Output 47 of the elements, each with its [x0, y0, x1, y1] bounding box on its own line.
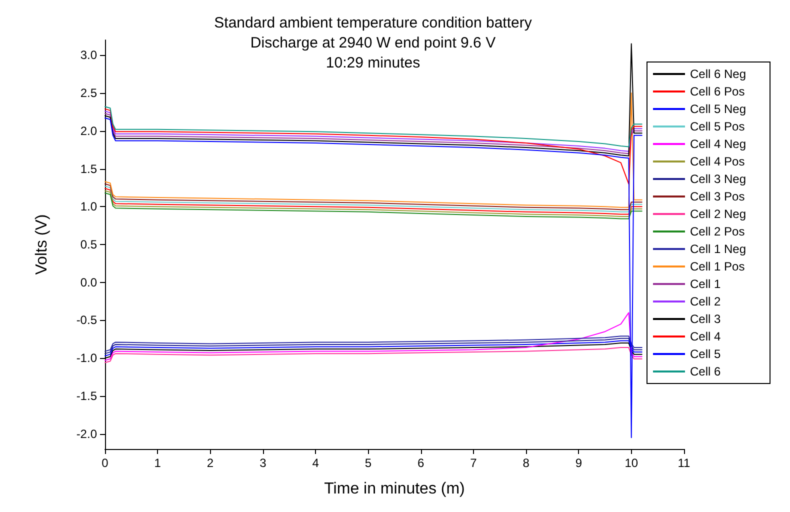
x-tick-label: 11 — [678, 456, 691, 470]
x-tick-label: 6 — [417, 456, 424, 470]
y-tick-label: -1.0 — [76, 351, 98, 366]
x-tick-label: 0 — [102, 456, 109, 470]
x-tick-label: 10 — [624, 456, 638, 470]
line-series — [104, 347, 642, 364]
chart-title: Standard ambient temperature condition battery Discharge at 2940 W end point 9.6 V 10:29 minutes — [214, 14, 532, 72]
legend-label: Cell 1 Pos — [690, 260, 745, 274]
x-tick-label: 2 — [206, 456, 214, 470]
legend-label: Cell 3 Neg — [690, 172, 746, 186]
y-tick-label: 0.5 — [80, 238, 98, 252]
legend-label: Cell 3 Pos — [690, 190, 745, 204]
x-tick-label: 9 — [575, 456, 582, 470]
legend-label: Cell 4 Pos — [690, 154, 745, 168]
legend-label: Cell 2 — [690, 294, 722, 308]
x-tick-label: 3 — [260, 456, 267, 470]
legend-label: Cell 1 Neg — [690, 242, 746, 256]
y-tick-label: 2.0 — [80, 124, 98, 138]
y-tick-label: 2.5 — [80, 86, 98, 100]
x-tick-label: 8 — [522, 456, 530, 470]
x-axis-title: Time in minutes (m) — [324, 480, 465, 498]
legend-label: Cell 4 — [690, 330, 722, 344]
y-tick-label: 0.0 — [80, 275, 98, 290]
legend-label: Cell 6 Pos — [690, 84, 745, 98]
y-tick-label: -0.5 — [76, 313, 98, 328]
y-tick-label: 3.0 — [80, 48, 98, 62]
y-tick-label: -1.5 — [76, 388, 98, 403]
legend-label: Cell 6 — [690, 364, 722, 378]
x-tick-label: 5 — [364, 456, 372, 470]
x-tick-label: 1 — [154, 456, 162, 470]
legend-label: Cell 4 Neg — [690, 137, 746, 151]
line-series — [104, 108, 642, 184]
legend-label: Cell 6 Neg — [690, 67, 746, 81]
legend-label: Cell 5 — [690, 347, 722, 361]
y-tick-label: 1.0 — [80, 200, 98, 214]
legend-label: Cell 5 Neg — [690, 102, 746, 116]
y-axis-title: Volts (V) — [34, 214, 50, 275]
legend-label: Cell 5 Pos — [690, 120, 745, 134]
x-tick-label: 4 — [312, 456, 320, 470]
y-tick-label: -2.0 — [76, 426, 98, 441]
x-tick-label: 7 — [470, 456, 478, 470]
legend-label: Cell 3 — [690, 312, 722, 326]
y-tick-label: 1.5 — [80, 162, 98, 176]
line-series — [104, 92, 642, 208]
legend-label: Cell 2 Pos — [690, 224, 745, 238]
legend-label: Cell 1 — [690, 277, 722, 291]
legend-label: Cell 2 Neg — [690, 207, 746, 221]
